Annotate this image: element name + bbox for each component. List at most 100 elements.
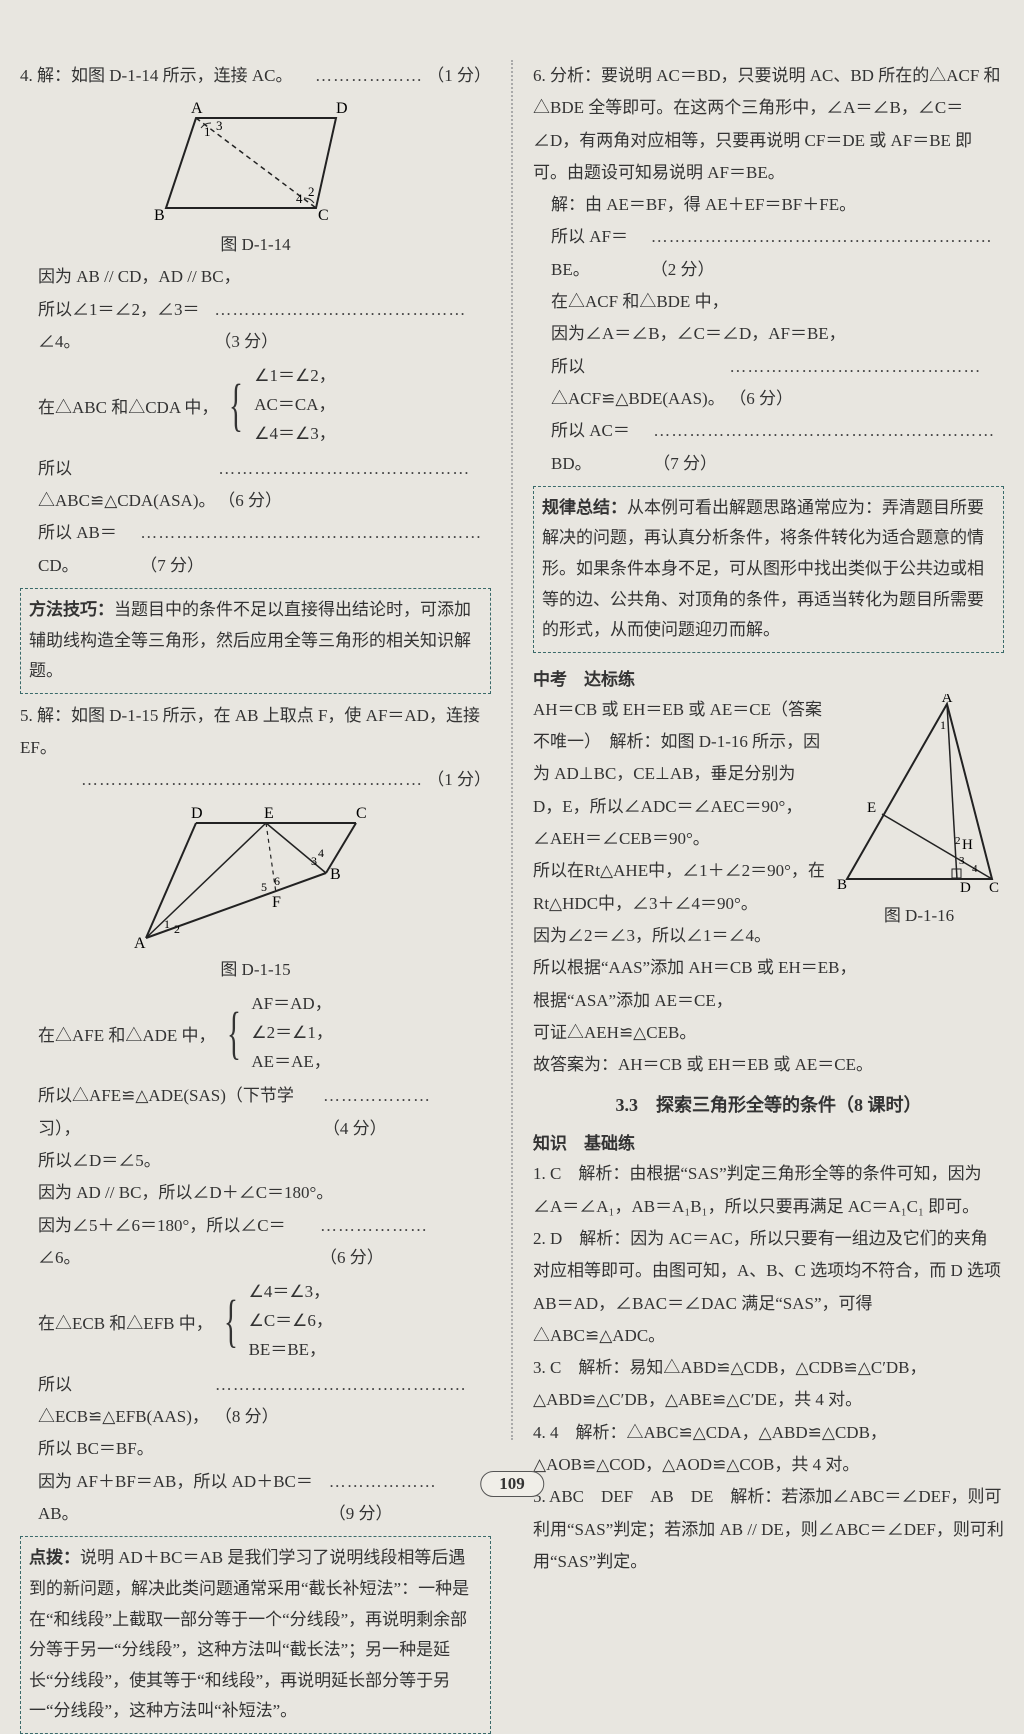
sec33-q1: 1. C 解析：由根据“SAS”判定三角形全等的条件可知，因为∠A＝∠A₁，AB…: [533, 1158, 1004, 1223]
q6-s6-score: （7 分）: [653, 454, 717, 473]
q6-s6-text: 所以 AC＝BD。: [551, 415, 653, 480]
q5-brace1-item: AF＝AD，: [251, 990, 332, 1019]
svg-text:E: E: [264, 805, 274, 822]
zk-p2: 所以在Rt△AHE中，∠1＋∠2＝90°，在Rt△HDC中，∠3＋∠4＝90°。: [533, 855, 826, 920]
q6-s3: 在△ACF 和△BDE 中，: [533, 286, 1004, 318]
q5-l3: 因为 AD // BC，所以∠D＋∠C＝180°。: [20, 1177, 491, 1209]
q5-tip-title: 点拨：: [29, 1548, 80, 1567]
q5-brace2: 在△ECB 和△EFB 中， { ∠4＝∠3， ∠C＝∠6， BE＝BE，: [38, 1278, 491, 1365]
svg-text:4: 4: [296, 191, 303, 206]
q6-s2: 所以 AF＝BE。 ………………………………………………… （2 分）: [533, 221, 1004, 286]
q4-l2-text: 所以∠1＝∠2，∠3＝∠4。: [38, 294, 214, 359]
sec33-title: 3.3 探索三角形全等的条件（8 课时）: [533, 1091, 1004, 1117]
figure-d-1-14: A D B C 1 3 4 2 图 D-1-14: [20, 98, 491, 255]
fig-d-1-15-caption: 图 D-1-15: [20, 955, 491, 980]
q6-tip-box: 规律总结：从本例可看出解题思路通常应为：弄清题目所要解决的问题，再认真分析条件，…: [533, 486, 1004, 653]
q5-brace1: 在△AFE 和△ADE 中， { AF＝AD， ∠2＝∠1， AE＝AE，: [38, 990, 491, 1077]
q5-l7-score: （9 分）: [329, 1504, 393, 1523]
q5-brace2-item: ∠4＝∠3，: [249, 1278, 333, 1307]
q5-l2: 所以∠D＝∠5。: [20, 1145, 491, 1177]
q4-l3-text: 所以△ABC≌△CDA(ASA)。: [38, 453, 218, 518]
q5-l5: 所以△ECB≌△EFB(AAS)， …………………………………… （8 分）: [20, 1369, 491, 1434]
q4-l4-score: （7 分）: [140, 556, 204, 575]
zhongkao-body: AH＝CB 或 EH＝EB 或 AE＝CE（答案不唯一） 解析：如图 D-1-1…: [533, 694, 1004, 952]
fig-d-1-14-caption: 图 D-1-14: [20, 230, 491, 255]
column-divider: [511, 60, 513, 1440]
q5-l5-score: （8 分）: [215, 1407, 279, 1426]
svg-text:1: 1: [204, 124, 211, 139]
svg-text:D: D: [336, 100, 348, 117]
q5-heading-score-row: ………………………………………………… （1 分）: [20, 764, 491, 796]
q4-tip-box: 方法技巧：当题目中的条件不足以直接得出结论时，可添加辅助线构造全等三角形，然后应…: [20, 588, 491, 694]
q5-l7-text: 因为 AF＋BF＝AB，所以 AD＋BC＝AB。: [38, 1466, 329, 1531]
q4-heading-text: 4. 解：如图 D-1-14 所示，连接 AC。: [20, 60, 292, 92]
figure-d-1-16: A B C D E H 1 2 3 4 图 D-1-16: [834, 694, 1004, 926]
q4-brace-item: ∠1＝∠2，: [254, 362, 335, 391]
q5-l6: 所以 BC＝BF。: [20, 1433, 491, 1465]
svg-text:A: A: [941, 694, 952, 706]
svg-text:2: 2: [955, 835, 961, 847]
figure-d-1-15: D E C B F A 1 2 3 4 5 6 图 D-1-15: [20, 803, 491, 980]
svg-text:D: D: [960, 880, 971, 894]
q6-tip-text: 从本例可看出解题思路通常应为：弄清题目所要解决的问题，再认真分析条件，将条件转化…: [542, 498, 984, 639]
q6-heading: 6. 分析：要说明 AC＝BD，只要说明 AC、BD 所在的△ACF 和△BDE…: [533, 60, 1004, 189]
q5-brace2-prefix: 在△ECB 和△EFB 中，: [38, 1309, 213, 1334]
q5-l4: 因为∠5＋∠6＝180°，所以∠C＝∠6。 ……………… （6 分）: [20, 1210, 491, 1275]
q5-l1-text: 所以△AFE≌△ADE(SAS)（下节学习），: [38, 1080, 323, 1145]
q4-brace: 在△ABC 和△CDA 中， { ∠1＝∠2， AC＝CA， ∠4＝∠3，: [38, 362, 491, 449]
svg-text:3: 3: [216, 118, 223, 133]
q6-s6: 所以 AC＝BD。 ………………………………………………… （7 分）: [533, 415, 1004, 480]
q5-brace2-item: ∠C＝∠6，: [249, 1307, 333, 1336]
svg-text:B: B: [154, 207, 165, 224]
q4-heading: 4. 解：如图 D-1-14 所示，连接 AC。 ……………… （1 分）: [20, 60, 491, 92]
svg-text:4: 4: [318, 846, 324, 860]
svg-text:B: B: [330, 866, 341, 883]
q6-s2-score: （2 分）: [651, 260, 715, 279]
svg-text:B: B: [837, 877, 847, 893]
q5-l5-text: 所以△ECB≌△EFB(AAS)，: [38, 1369, 215, 1434]
q5-tip-box: 点拨：说明 AD＋BC＝AB 是我们学习了说明线段相等后遇到的新问题，解决此类问…: [20, 1536, 491, 1734]
left-column: 4. 解：如图 D-1-14 所示，连接 AC。 ……………… （1 分） A …: [20, 60, 491, 1440]
sec33-q4: 4. 4 解析：△ABC≌△CDA，△ABD≌△CDB，△AOB≌△COD，△A…: [533, 1417, 1004, 1482]
q5-brace1-item: ∠2＝∠1，: [251, 1019, 332, 1048]
q5-l1-score: （4 分）: [323, 1119, 387, 1138]
zk-p3: 因为∠2＝∠3，所以∠1＝∠4。: [533, 920, 826, 952]
zk-p6: 可证△AEH≌△CEB。: [533, 1017, 1004, 1049]
svg-text:H: H: [962, 837, 973, 853]
svg-text:F: F: [272, 894, 281, 911]
sec33-sub: 知识 基础练: [533, 1129, 1004, 1154]
sec33-q5: 5. ABC DEF AB DE 解析：若添加∠ABC＝∠DEF，则可利用“SA…: [533, 1481, 1004, 1578]
q4-l3: 所以△ABC≌△CDA(ASA)。 …………………………………… （6 分）: [20, 453, 491, 518]
q5-heading-score: （1 分）: [427, 770, 491, 789]
q4-brace-item: AC＝CA，: [254, 391, 335, 420]
q6-tip-title: 规律总结：: [542, 498, 627, 517]
svg-text:C: C: [989, 880, 999, 894]
q4-brace-prefix: 在△ABC 和△CDA 中，: [38, 393, 218, 418]
svg-text:1: 1: [940, 718, 946, 732]
q6-s5-score: （6 分）: [729, 389, 793, 408]
q5-brace1-item: AE＝AE，: [251, 1048, 332, 1077]
zk-p5: 根据“ASA”添加 AE＝CE，: [533, 985, 1004, 1017]
q6-s2-text: 所以 AF＝BE。: [551, 221, 651, 286]
q4-l1: 因为 AB // CD，AD // BC，: [20, 261, 491, 293]
zk-p1: AH＝CB 或 EH＝EB 或 AE＝CE（答案不唯一） 解析：如图 D-1-1…: [533, 694, 826, 855]
q6-s1: 解：由 AE＝BF，得 AE＋EF＝BF＋FE。: [533, 189, 1004, 221]
q6-s5: 所以△ACF≌△BDE(AAS)。 …………………………………… （6 分）: [533, 351, 1004, 416]
right-column: 6. 分析：要说明 AC＝BD，只要说明 AC、BD 所在的△ACF 和△BDE…: [533, 60, 1004, 1440]
svg-text:4: 4: [972, 863, 978, 875]
svg-text:C: C: [318, 207, 329, 224]
q4-l2: 所以∠1＝∠2，∠3＝∠4。 …………………………………… （3 分）: [20, 294, 491, 359]
svg-text:3: 3: [959, 855, 965, 867]
q4-l4: 所以 AB＝CD。 ………………………………………………… （7 分）: [20, 517, 491, 582]
sec33-q2: 2. D 解析：因为 AC＝AC，所以只要有一组边及它们的夹角对应相等即可。由图…: [533, 1223, 1004, 1352]
zk-p7: 故答案为：AH＝CB 或 EH＝EB 或 AE＝CE。: [533, 1049, 1004, 1081]
q5-l7: 因为 AF＋BF＝AB，所以 AD＋BC＝AB。 ……………… （9 分）: [20, 1466, 491, 1531]
q5-heading: 5. 解：如图 D-1-15 所示，在 AB 上取点 F，使 AF＝AD，连接 …: [20, 700, 491, 765]
q4-l4-text: 所以 AB＝CD。: [38, 517, 140, 582]
svg-text:3: 3: [311, 854, 317, 868]
svg-text:C: C: [356, 805, 367, 822]
q5-l4-text: 因为∠5＋∠6＝180°，所以∠C＝∠6。: [38, 1210, 320, 1275]
svg-text:5: 5: [261, 880, 267, 894]
sec33-q3: 3. C 解析：易知△ABD≌△CDB，△CDB≌△C′DB，△ABD≌△C′D…: [533, 1352, 1004, 1417]
svg-text:1: 1: [164, 917, 170, 931]
